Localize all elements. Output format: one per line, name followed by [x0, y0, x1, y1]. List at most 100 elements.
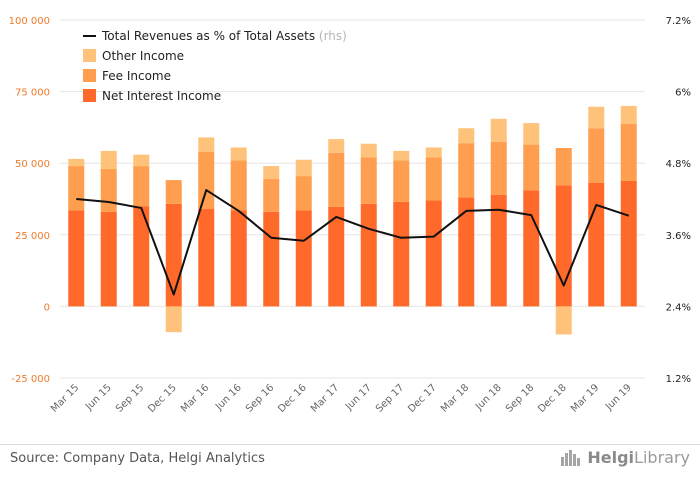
y-left-tick-label: 25 000: [15, 231, 50, 242]
bar-fee-income-11: [425, 157, 442, 201]
bar-net-interest-income-2: [133, 206, 150, 307]
y-left-tick-label: -25 000: [11, 374, 50, 385]
bar-other-income-14: [523, 123, 540, 145]
revenue-ratio-line: [76, 189, 630, 296]
y-right-tick-label: 3.6%: [666, 231, 691, 242]
bar-net-interest-income-3: [165, 203, 182, 307]
bar-net-interest-income-5: [230, 210, 247, 307]
bar-fee-income-6: [263, 178, 280, 212]
source-note: Source: Company Data, Helgi Analytics: [10, 451, 265, 466]
legend-swatch-fee-income: [83, 69, 96, 82]
y-left-tick-label: 75 000: [15, 88, 50, 99]
bar-net-interest-income-10: [393, 201, 410, 307]
gridlines: [60, 19, 645, 379]
x-tick-label: Mar 19: [569, 382, 601, 414]
y-right-tick-label: 4.8%: [666, 159, 691, 170]
bar-fee-income-13: [490, 141, 507, 195]
footer-divider: [0, 444, 700, 445]
y-axis-left: -25 000 0 25 000 50 000 75 000 100 000: [9, 16, 50, 385]
bar-fee-income-10: [393, 160, 410, 202]
bar-net-interest-income-17: [620, 180, 637, 307]
x-tick-label: Jun 19: [603, 382, 634, 413]
x-tick-label: Sep 18: [504, 382, 536, 414]
x-tick-label: Dec 15: [146, 382, 179, 415]
y-right-tick-label: 7.2%: [666, 16, 691, 27]
bar-net-interest-income-8: [328, 206, 345, 307]
bar-other-income-13: [490, 118, 507, 142]
bar-fee-income-5: [230, 160, 247, 211]
bar-other-income-15: [555, 306, 572, 335]
x-tick-label: Jun 16: [213, 382, 244, 413]
legend-label-suffix: (rhs): [315, 29, 347, 43]
bar-fee-income-0: [68, 166, 85, 211]
city-skyline-icon: [561, 449, 581, 466]
bar-fee-income-16: [588, 128, 605, 183]
x-tick-label: Sep 15: [114, 382, 146, 414]
bar-fee-income-12: [458, 143, 475, 198]
bar-other-income-3: [165, 306, 182, 333]
y-right-tick-label: 1.2%: [666, 374, 691, 385]
y-left-tick-label: 0: [44, 302, 50, 313]
bar-net-interest-income-11: [425, 200, 442, 307]
bar-net-interest-income-16: [588, 182, 605, 307]
bar-fee-income-14: [523, 144, 540, 191]
bar-net-interest-income-4: [198, 209, 215, 307]
bar-net-interest-income-0: [68, 210, 85, 307]
x-tick-label: Jun 15: [83, 382, 114, 413]
legend-label-net-interest-income: Net Interest Income: [102, 89, 221, 103]
legend-swatch-other-income: [83, 49, 96, 62]
x-tick-label: Mar 18: [439, 382, 471, 414]
y-right-tick-label: 6%: [675, 88, 691, 99]
x-tick-label: Sep 16: [244, 382, 276, 414]
bar-net-interest-income-7: [295, 210, 312, 307]
bar-other-income-17: [620, 105, 637, 124]
bar-other-income-12: [458, 128, 475, 144]
bar-other-income-11: [425, 147, 442, 158]
bar-other-income-16: [588, 106, 605, 129]
bar-other-income-5: [230, 147, 247, 161]
y-axis-right: 1.2% 2.4% 3.6% 4.8% 6% 7.2%: [666, 16, 691, 385]
legend-label-fee-income: Fee Income: [102, 69, 171, 83]
legend-swatch-net-interest-income: [83, 89, 96, 102]
bar-net-interest-income-13: [490, 194, 507, 307]
bar-net-interest-income-12: [458, 197, 475, 307]
y-right-tick-label: 2.4%: [666, 302, 691, 313]
bar-other-income-7: [295, 159, 312, 177]
bar-fee-income-2: [133, 166, 150, 207]
bar-other-income-2: [133, 154, 150, 167]
legend: Total Revenues as % of Total Assets (rhs…: [83, 29, 347, 103]
bar-other-income-10: [393, 150, 410, 161]
line-total-revenues-pct: [76, 189, 630, 296]
bar-net-interest-income-9: [360, 203, 377, 307]
bar-fee-income-9: [360, 157, 377, 204]
bar-other-income-4: [198, 137, 215, 152]
x-tick-label: Jun 17: [343, 382, 374, 413]
bar-net-interest-income-14: [523, 190, 540, 307]
x-tick-label: Mar 17: [309, 382, 341, 414]
x-tick-label: Dec 16: [276, 382, 309, 415]
x-tick-label: Mar 16: [179, 382, 211, 414]
x-tick-label: Dec 18: [536, 382, 569, 415]
bar-other-income-8: [328, 139, 345, 153]
legend-label-total-revenues-as-of-total-assets: Total Revenues as % of Total Assets (rhs…: [101, 29, 347, 43]
bar-fee-income-8: [328, 152, 345, 207]
bar-fee-income-3: [165, 180, 182, 204]
x-tick-label: Mar 15: [49, 382, 81, 414]
bar-fee-income-17: [620, 123, 637, 181]
bar-net-interest-income-15: [555, 185, 572, 307]
bar-fee-income-1: [100, 168, 117, 212]
bar-other-income-6: [263, 166, 280, 179]
y-left-tick-label: 100 000: [9, 16, 50, 27]
x-axis: Mar 15 Jun 15 Sep 15 Dec 15 Mar 16 Jun 16 Sep …: [49, 382, 634, 415]
bar-fee-income-15: [555, 148, 572, 186]
x-tick-label: Dec 17: [406, 382, 439, 415]
bar-other-income-1: [100, 150, 117, 169]
y-left-tick-label: 50 000: [15, 159, 50, 170]
bar-net-interest-income-6: [263, 211, 280, 307]
x-tick-label: Jun 18: [473, 382, 504, 413]
legend-label-other-income: Other Income: [102, 49, 184, 63]
bars: [68, 105, 637, 335]
logo-text: HelgiLibrary: [587, 448, 690, 467]
bar-net-interest-income-1: [100, 211, 117, 307]
helgi-library-logo: HelgiLibrary: [560, 448, 690, 467]
